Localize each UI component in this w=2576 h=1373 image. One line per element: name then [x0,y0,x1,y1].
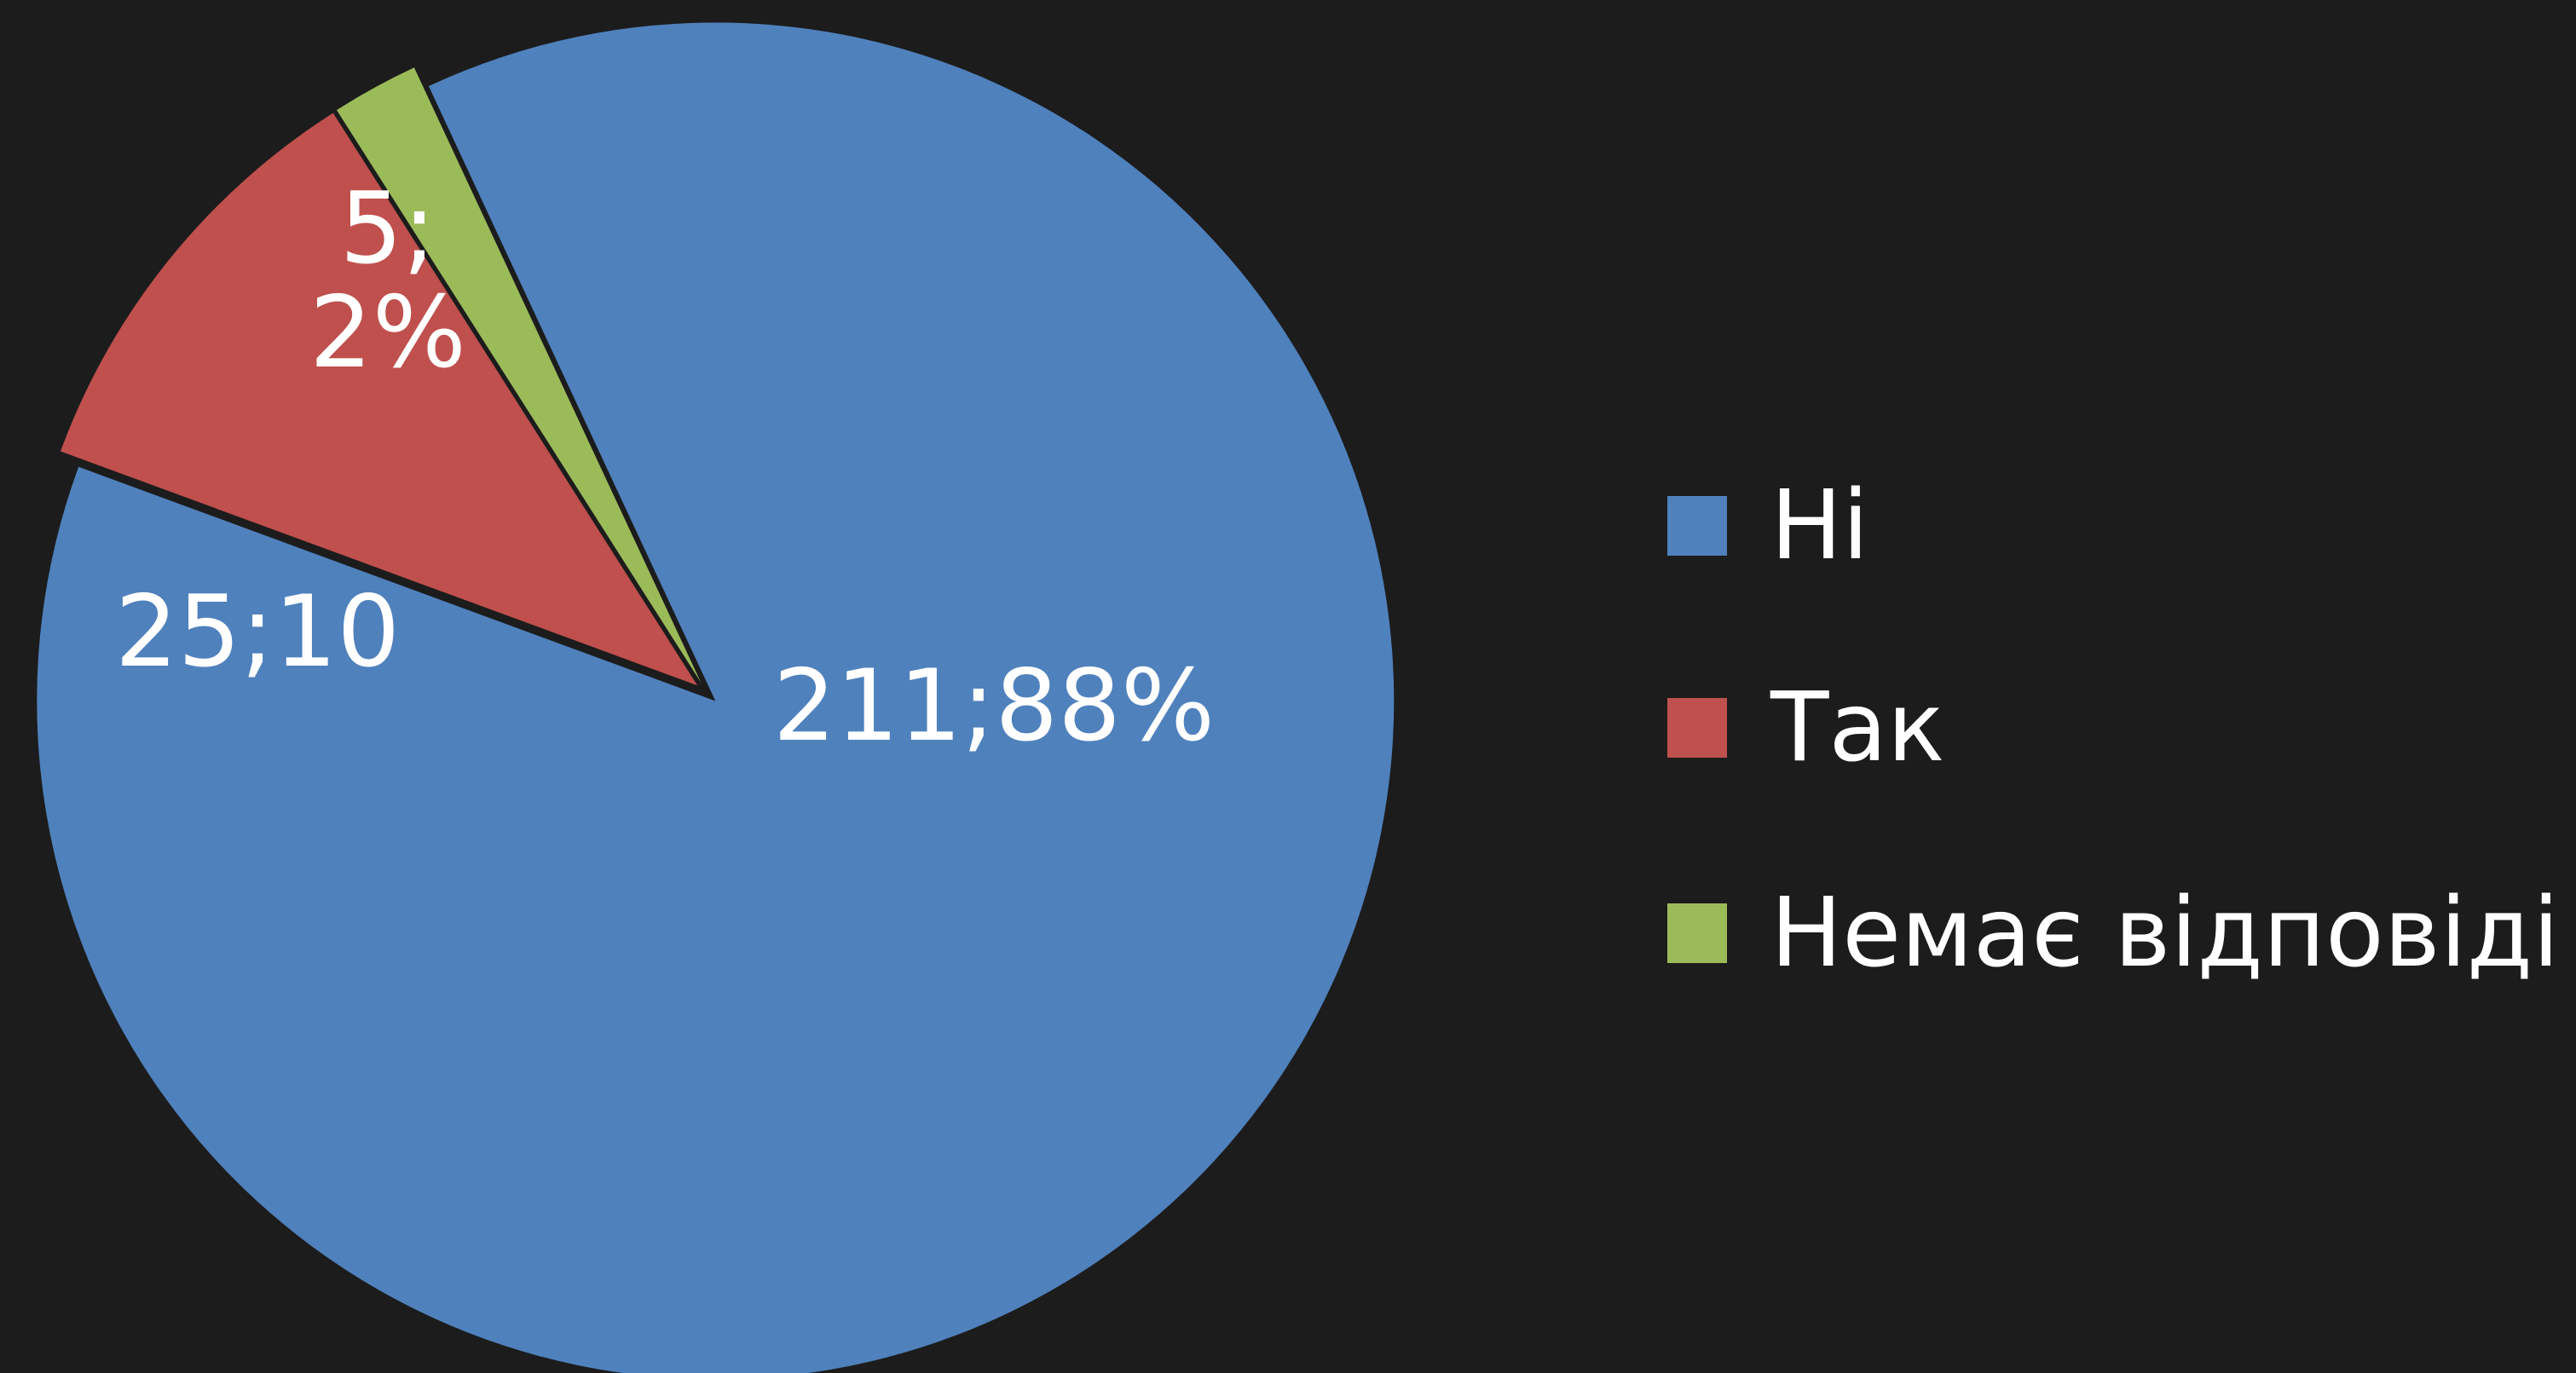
legend-label: Ні [1770,470,1869,581]
pie-slice [336,67,702,683]
data-label: 5;2% [309,171,467,390]
legend-swatch [1667,698,1727,758]
legend-label: Так [1770,672,1945,783]
pie-slice [37,22,1395,1373]
legend-swatch [1667,496,1727,556]
legend-label: Немає відповіді [1770,878,2560,989]
pie-slice [60,112,698,686]
data-label: 25;10 [114,574,401,690]
data-label: 211;88% [772,649,1216,764]
legend-swatch [1667,903,1727,963]
